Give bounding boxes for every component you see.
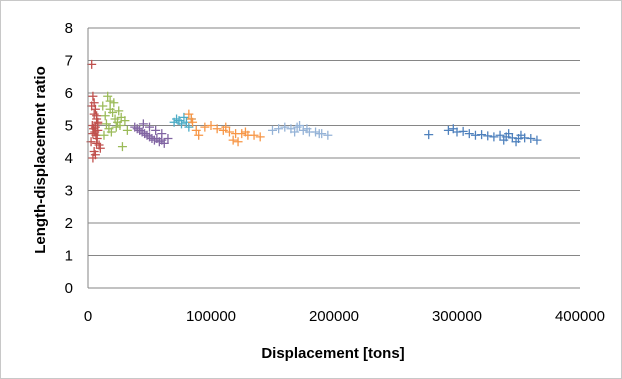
data-points bbox=[86, 59, 542, 163]
data-point-series-5 bbox=[186, 114, 196, 124]
data-point-series-6 bbox=[302, 124, 312, 134]
data-point-series-5 bbox=[233, 137, 243, 147]
data-point-series-4 bbox=[179, 112, 189, 122]
data-point-series-2 bbox=[108, 108, 118, 117]
data-point-series-7 bbox=[483, 131, 493, 141]
data-point-series-5 bbox=[228, 135, 238, 145]
data-point-series-1 bbox=[93, 119, 103, 129]
data-point-series-7 bbox=[504, 129, 514, 139]
y-tick-label: 5 bbox=[65, 118, 73, 135]
data-point-series-1 bbox=[87, 101, 97, 111]
data-point-series-4 bbox=[184, 122, 194, 132]
data-point-series-6 bbox=[268, 125, 277, 135]
data-point-series-5 bbox=[237, 129, 247, 139]
y-tick-label: 2 bbox=[65, 215, 73, 232]
data-point-series-7 bbox=[489, 132, 499, 142]
data-point-series-4 bbox=[176, 119, 186, 129]
data-point-series-2 bbox=[116, 112, 126, 122]
data-point-series-6 bbox=[274, 124, 284, 134]
data-point-series-7 bbox=[511, 137, 521, 147]
data-point-series-5 bbox=[224, 127, 234, 137]
data-point-series-6 bbox=[298, 125, 308, 135]
x-tick-label: 400000 bbox=[555, 308, 605, 325]
data-point-series-2 bbox=[115, 121, 125, 130]
data-point-series-5 bbox=[194, 130, 204, 140]
data-point-series-5 bbox=[240, 127, 250, 137]
data-point-series-6 bbox=[314, 129, 324, 139]
data-point-series-3 bbox=[157, 129, 167, 139]
x-tick-label: 200000 bbox=[309, 308, 359, 325]
data-point-series-5 bbox=[212, 124, 222, 134]
data-point-series-2 bbox=[106, 127, 116, 137]
y-tick-label: 8 bbox=[65, 20, 73, 37]
x-axis-title: Displacement [tons] bbox=[261, 345, 404, 362]
y-tick-label: 7 bbox=[65, 53, 73, 70]
data-point-series-6 bbox=[280, 122, 290, 132]
data-point-series-3 bbox=[151, 125, 161, 135]
data-point-series-3 bbox=[138, 119, 148, 129]
data-point-series-2 bbox=[101, 119, 111, 129]
x-tick-label: 0 bbox=[84, 308, 92, 325]
data-point-series-5 bbox=[206, 121, 216, 130]
data-point-series-1 bbox=[92, 114, 102, 124]
data-point-series-1 bbox=[89, 109, 99, 119]
data-point-series-3 bbox=[145, 122, 154, 132]
data-point-series-2 bbox=[103, 91, 113, 101]
data-point-series-5 bbox=[200, 122, 210, 132]
y-tick-label: 3 bbox=[65, 183, 73, 200]
data-point-series-7 bbox=[443, 125, 453, 135]
data-point-series-1 bbox=[87, 59, 97, 69]
data-point-series-6 bbox=[323, 130, 333, 140]
data-point-series-3 bbox=[159, 138, 169, 148]
data-point-series-1 bbox=[88, 91, 98, 101]
data-point-series-1 bbox=[92, 138, 102, 148]
data-point-series-2 bbox=[109, 98, 119, 108]
data-point-series-5 bbox=[221, 122, 231, 132]
data-point-series-7 bbox=[499, 135, 509, 145]
data-point-series-2 bbox=[100, 111, 110, 121]
data-point-series-2 bbox=[99, 130, 109, 140]
axes bbox=[87, 28, 580, 289]
y-tick-label: 0 bbox=[65, 280, 73, 297]
data-point-series-5 bbox=[255, 132, 265, 142]
data-point-series-7 bbox=[477, 130, 487, 140]
data-point-series-5 bbox=[184, 109, 194, 119]
data-point-series-2 bbox=[111, 122, 121, 132]
data-point-series-7 bbox=[458, 126, 468, 136]
data-point-series-3 bbox=[163, 134, 173, 143]
data-point-series-6 bbox=[295, 121, 305, 130]
data-point-series-2 bbox=[98, 101, 108, 111]
x-tick-label: 300000 bbox=[432, 308, 482, 325]
y-axis-title: Length-displacement ratio bbox=[32, 66, 49, 254]
data-point-series-6 bbox=[290, 127, 300, 137]
data-point-series-1 bbox=[88, 129, 98, 139]
data-point-series-7 bbox=[516, 130, 526, 140]
data-point-series-2 bbox=[105, 96, 115, 106]
y-tick-label: 1 bbox=[65, 248, 73, 265]
data-point-series-7 bbox=[424, 130, 434, 140]
y-tick-label: 4 bbox=[65, 150, 73, 167]
data-point-series-1 bbox=[88, 153, 98, 163]
x-tick-labels: 0 100000 200000 300000 400000 bbox=[84, 308, 605, 325]
data-point-series-2 bbox=[114, 106, 124, 116]
x-tick-label: 100000 bbox=[186, 308, 236, 325]
data-point-series-7 bbox=[495, 130, 505, 140]
y-tick-label: 6 bbox=[65, 85, 73, 102]
data-point-series-2 bbox=[117, 142, 127, 152]
data-point-series-7 bbox=[526, 134, 536, 143]
y-tick-labels: 0 1 2 3 4 5 6 7 8 bbox=[65, 20, 73, 297]
data-point-series-2 bbox=[122, 125, 132, 135]
gridlines bbox=[88, 27, 580, 256]
data-point-series-5 bbox=[191, 125, 201, 135]
data-point-series-6 bbox=[311, 127, 321, 137]
data-point-series-5 bbox=[249, 130, 259, 140]
data-point-series-1 bbox=[95, 143, 105, 153]
data-point-series-7 bbox=[464, 129, 474, 139]
data-point-series-7 bbox=[532, 135, 542, 145]
